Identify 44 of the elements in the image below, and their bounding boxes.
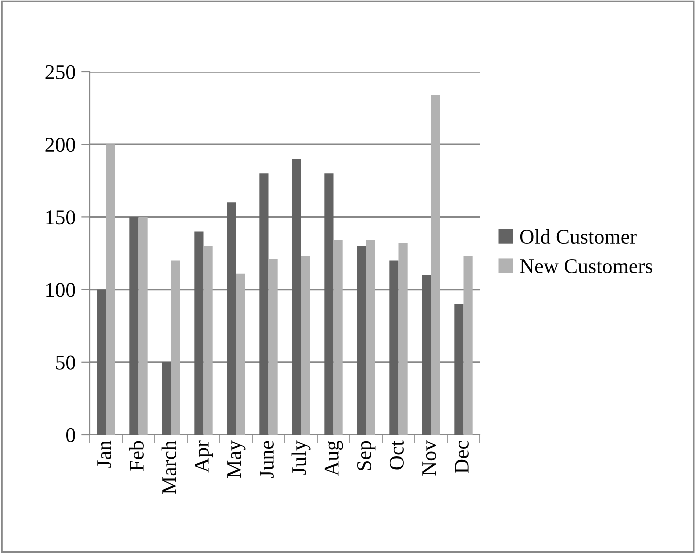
bar (227, 202, 236, 435)
x-tick-label: Feb (129, 441, 144, 472)
y-tick-label: 150 (46, 210, 76, 225)
bar (171, 260, 180, 435)
bar (106, 144, 116, 435)
bar (398, 243, 408, 435)
bar (324, 174, 334, 435)
x-tick-label: Dec (455, 441, 469, 474)
x-tick-label: Jan (98, 440, 112, 468)
y-tick-label: 200 (46, 138, 76, 152)
bar (301, 256, 310, 435)
bar (260, 174, 269, 435)
x-tick-label: Sep (357, 441, 376, 470)
bar (464, 256, 473, 435)
bar (97, 290, 106, 435)
x-tick-label: Nov (422, 440, 436, 476)
y-tick-label: 100 (46, 283, 76, 298)
bar (454, 304, 464, 435)
bar (431, 95, 440, 435)
x-tick-label: Aug (324, 440, 344, 476)
bar (204, 246, 213, 435)
x-tick-label: March (162, 440, 176, 494)
bar (138, 217, 148, 435)
x-tick-label: June (260, 441, 274, 478)
y-tick-label: 250 (46, 65, 76, 80)
bar (366, 240, 376, 435)
y-tick-label: 0 (66, 428, 76, 442)
y-tick-label: 50 (56, 356, 76, 370)
bar (334, 240, 343, 435)
bar (130, 217, 139, 435)
bar (162, 362, 172, 435)
legend-label: Old Customer (520, 229, 637, 244)
x-tick-label: May (228, 440, 246, 478)
x-tick-label: Apr (195, 440, 214, 473)
legend-label: New Customers (520, 259, 652, 274)
bar (236, 274, 246, 435)
bar (422, 275, 432, 435)
x-tick-label: Oct (390, 440, 404, 470)
bar (194, 232, 204, 435)
x-tick-label: July (292, 440, 311, 475)
bar (357, 246, 366, 435)
bar (390, 260, 399, 435)
bar (292, 159, 302, 435)
bar (268, 259, 278, 435)
